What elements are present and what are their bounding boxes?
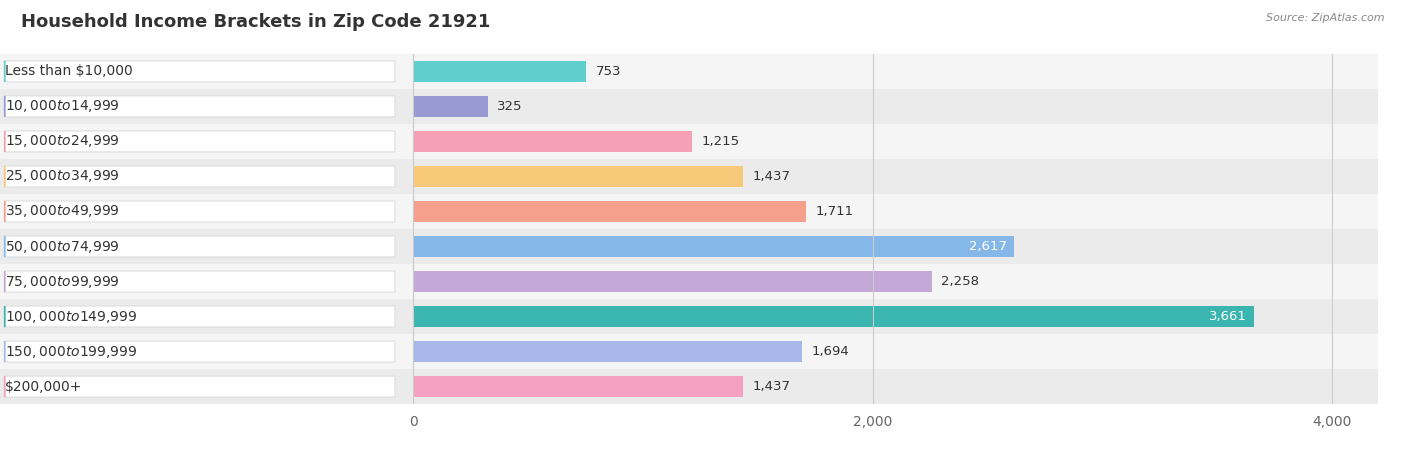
Bar [413, 61, 586, 82]
Text: $100,000 to $149,999: $100,000 to $149,999 [4, 308, 138, 325]
FancyBboxPatch shape [4, 61, 395, 82]
Bar [0, 124, 1378, 159]
Bar [0, 369, 1378, 404]
Bar [413, 201, 806, 222]
Bar [413, 271, 932, 292]
Bar [413, 376, 744, 397]
Bar [413, 166, 744, 187]
Bar [413, 306, 1254, 327]
Text: 1,437: 1,437 [752, 170, 790, 183]
Text: 753: 753 [596, 65, 621, 78]
Text: $35,000 to $49,999: $35,000 to $49,999 [4, 203, 120, 220]
Text: Source: ZipAtlas.com: Source: ZipAtlas.com [1267, 13, 1385, 23]
Bar [0, 229, 1378, 264]
FancyBboxPatch shape [4, 271, 395, 292]
FancyBboxPatch shape [4, 96, 395, 117]
Text: 1,437: 1,437 [752, 380, 790, 393]
Text: $25,000 to $34,999: $25,000 to $34,999 [4, 168, 120, 185]
FancyBboxPatch shape [4, 306, 395, 327]
Text: $15,000 to $24,999: $15,000 to $24,999 [4, 133, 120, 150]
Text: Less than $10,000: Less than $10,000 [4, 64, 132, 79]
FancyBboxPatch shape [4, 236, 395, 257]
Text: 1,711: 1,711 [815, 205, 853, 218]
Bar [0, 299, 1378, 334]
Bar [0, 194, 1378, 229]
Text: $150,000 to $199,999: $150,000 to $199,999 [4, 343, 138, 360]
FancyBboxPatch shape [4, 166, 395, 187]
Bar [0, 159, 1378, 194]
FancyBboxPatch shape [4, 341, 395, 362]
Bar [413, 236, 1014, 257]
Text: 1,215: 1,215 [702, 135, 740, 148]
FancyBboxPatch shape [4, 131, 395, 152]
Text: 3,661: 3,661 [1209, 310, 1247, 323]
Text: $200,000+: $200,000+ [4, 379, 82, 394]
FancyBboxPatch shape [4, 376, 395, 397]
Text: 2,617: 2,617 [970, 240, 1008, 253]
Bar [0, 89, 1378, 124]
Bar [413, 131, 692, 152]
Bar [413, 96, 488, 117]
Text: $50,000 to $74,999: $50,000 to $74,999 [4, 238, 120, 255]
Text: 2,258: 2,258 [941, 275, 979, 288]
Text: $75,000 to $99,999: $75,000 to $99,999 [4, 273, 120, 290]
FancyBboxPatch shape [4, 201, 395, 222]
Text: $10,000 to $14,999: $10,000 to $14,999 [4, 98, 120, 114]
Bar [413, 341, 803, 362]
Text: 325: 325 [498, 100, 523, 113]
Bar [0, 54, 1378, 89]
Bar [0, 264, 1378, 299]
Text: 1,694: 1,694 [811, 345, 849, 358]
Text: Household Income Brackets in Zip Code 21921: Household Income Brackets in Zip Code 21… [21, 13, 491, 31]
Bar [0, 334, 1378, 369]
